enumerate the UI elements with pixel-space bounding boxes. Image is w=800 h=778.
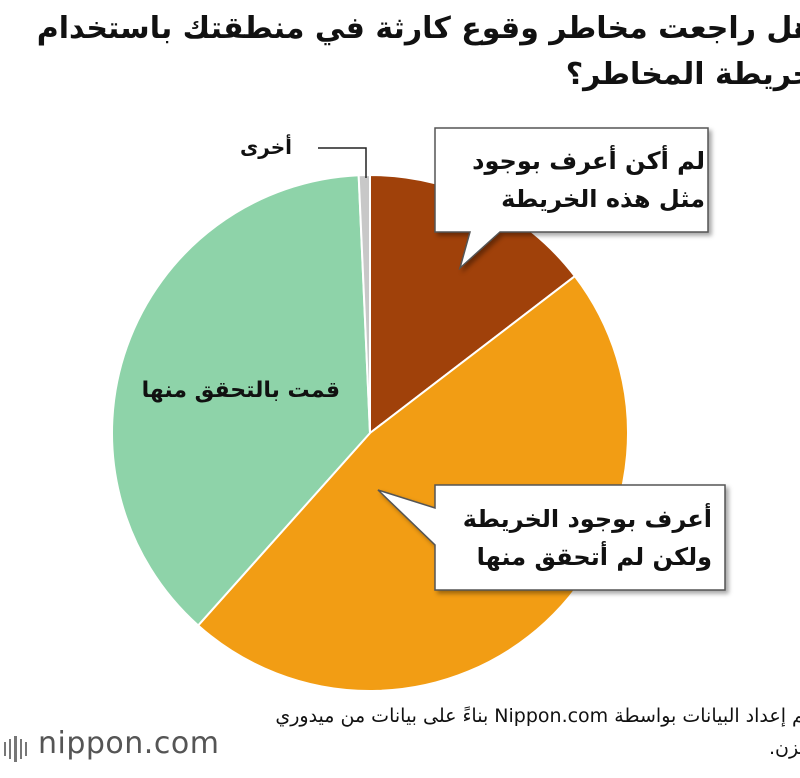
leader-line bbox=[318, 147, 367, 178]
pie bbox=[111, 173, 629, 692]
pie-slice bbox=[111, 174, 372, 627]
slice-label: أخرى bbox=[239, 135, 292, 159]
callout-box bbox=[434, 127, 709, 271]
callout-box bbox=[377, 484, 726, 591]
brand: nippon.com bbox=[38, 726, 220, 761]
chart-title: هل راجعت مخاطر وقوع كارثة في منطقتك باست… bbox=[36, 11, 800, 92]
slice-label: أعرف بوجود الخريطة ولكن لم أتحقق منها bbox=[462, 505, 712, 571]
pie-slice bbox=[357, 173, 371, 434]
brand-icon bbox=[4, 736, 27, 762]
source: تم إعداد البيانات بواسطة Nippon.com بناء… bbox=[275, 705, 800, 759]
slice-label: قمت بالتحقق منها bbox=[141, 378, 340, 403]
slice-label: لم أكن أعرف بوجود مثل هذه الخريطة bbox=[472, 147, 705, 213]
